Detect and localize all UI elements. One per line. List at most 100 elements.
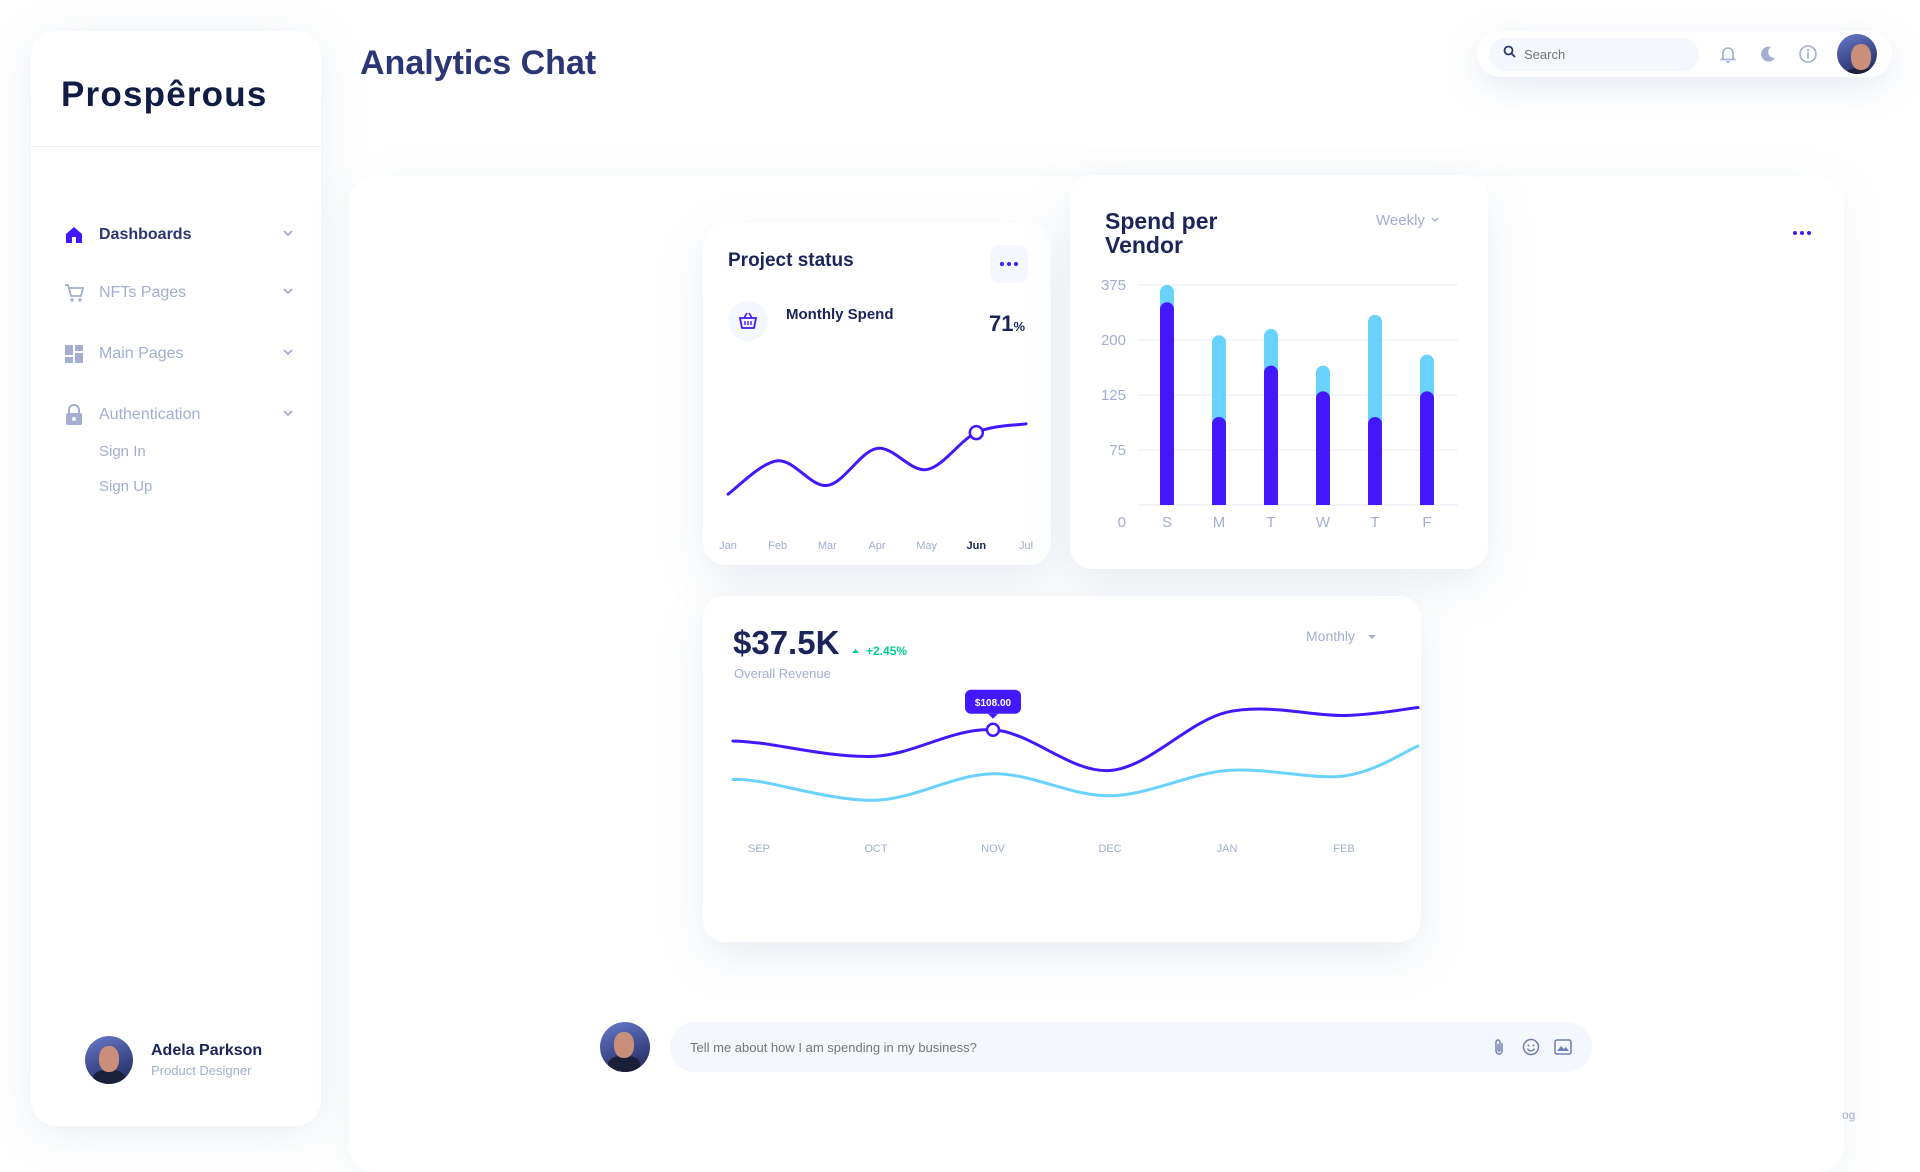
more-options-button[interactable]	[990, 245, 1028, 283]
sidebar-item-dashboards[interactable]: Dashboards	[63, 221, 295, 249]
card-title: Project status	[728, 250, 854, 271]
x-tick-label: T	[1266, 514, 1275, 531]
top-navbar	[1477, 31, 1892, 77]
revenue-label: Overall Revenue	[734, 666, 831, 681]
avatar[interactable]	[1837, 34, 1877, 74]
bar-base	[1368, 497, 1382, 505]
x-tick-label: FEB	[1333, 843, 1354, 855]
metric-value: 71%	[989, 311, 1026, 336]
x-tick-label: Mar	[818, 540, 837, 552]
y-tick-label: 125	[1101, 387, 1126, 404]
y-tick-label: 200	[1101, 332, 1126, 349]
search-input[interactable]	[1524, 46, 1684, 62]
period-dropdown[interactable]: Weekly	[1376, 212, 1440, 229]
x-tick-label: JAN	[1217, 843, 1238, 855]
emoji-icon[interactable]	[1520, 1036, 1542, 1058]
spend-per-vendor-chart: 0 75 125 200 375 S M T W T F	[1101, 277, 1458, 531]
bar-base	[1316, 497, 1330, 505]
y-tick-label: 75	[1109, 442, 1126, 459]
x-tick-label: F	[1422, 514, 1431, 531]
bar-base	[1420, 497, 1434, 505]
x-tick-label: May	[916, 540, 937, 552]
x-tick-label: NOV	[981, 843, 1006, 855]
project-status-card: Project status Monthly Spend 71% Jan Feb M…	[703, 223, 1051, 565]
x-tick-label: OCT	[864, 843, 888, 855]
revenue-value: $37.5K	[733, 624, 840, 661]
bar-base	[1264, 497, 1278, 505]
y-tick-label: 0	[1118, 514, 1126, 531]
x-tick-label: T	[1370, 514, 1379, 531]
lock-icon	[63, 404, 85, 426]
bar-segment	[1420, 391, 1434, 505]
user-profile[interactable]: Adela Parkson Product Designer	[85, 1036, 262, 1084]
tooltip-arrow	[988, 713, 998, 719]
metric-label: Monthly Spend	[786, 306, 894, 323]
avatar	[85, 1036, 133, 1084]
bell-icon[interactable]	[1717, 43, 1739, 65]
grid-icon	[63, 343, 85, 365]
revenue-card: $37.5K +2.45% Overall Revenue Monthly $1…	[703, 596, 1421, 942]
more-options-button[interactable]	[1783, 214, 1821, 252]
spend-per-vendor-card: Spend per Vendor Weekly 0 75 125 200 375 S M T W…	[1070, 175, 1488, 569]
tooltip-label: $108.00	[975, 698, 1012, 709]
home-icon	[63, 224, 85, 246]
sidebar: Prospêrous Dashboards NFTs Pages Main Pa…	[31, 31, 321, 1126]
bar-segment	[1160, 302, 1174, 505]
chevron-down-icon	[281, 406, 295, 425]
sidebar-item-main-pages[interactable]: Main Pages	[63, 340, 295, 368]
bar-base	[1212, 497, 1226, 505]
sidebar-item-nfts[interactable]: NFTs Pages	[63, 279, 295, 307]
x-tick-label: SEP	[748, 843, 770, 855]
revenue-change: +2.45%	[851, 644, 907, 658]
paperclip-icon[interactable]	[1488, 1036, 1510, 1058]
caret-down-icon	[1367, 628, 1377, 644]
image-icon[interactable]	[1552, 1036, 1574, 1058]
x-tick-label: Jun	[967, 540, 987, 552]
chat-input[interactable]	[690, 1039, 1488, 1055]
sidebar-item-label: Authentication	[99, 406, 201, 423]
profile-role: Product Designer	[151, 1063, 252, 1078]
series-line	[731, 744, 1420, 802]
x-tick-label: Feb	[768, 540, 787, 552]
sidebar-divider	[31, 146, 321, 147]
series-line	[731, 706, 1420, 773]
card-title: Spend per Vendor	[1105, 208, 1218, 258]
moon-icon[interactable]	[1757, 43, 1779, 65]
sidebar-item-authentication[interactable]: Authentication	[63, 401, 295, 429]
data-point	[968, 424, 985, 441]
search-icon	[1503, 45, 1516, 63]
x-tick-label: M	[1213, 514, 1226, 531]
sidebar-subitem-sign-in[interactable]: Sign In	[99, 443, 146, 460]
x-tick-label: W	[1316, 514, 1331, 531]
x-tick-label: S	[1162, 514, 1172, 531]
bar-segment	[1212, 417, 1226, 505]
chevron-down-icon	[1430, 212, 1440, 229]
revenue-chart: $108.00 SEP OCT NOV DEC JAN FEB	[731, 689, 1420, 855]
bar-segment	[1316, 391, 1330, 505]
chat-input-bar[interactable]	[670, 1022, 1592, 1072]
sidebar-item-label: Dashboards	[99, 226, 192, 243]
avatar	[600, 1022, 650, 1072]
sidebar-item-label: Main Pages	[99, 345, 184, 362]
bar-segment	[1264, 365, 1278, 505]
y-tick-label: 375	[1101, 277, 1126, 294]
info-icon[interactable]	[1797, 43, 1819, 65]
sidebar-subitem-sign-up[interactable]: Sign Up	[99, 478, 153, 495]
project-status-chart: Jan Feb Mar Apr May Jun Jul	[719, 422, 1033, 552]
app-logo[interactable]: Prospêrous	[61, 75, 268, 114]
bar-base	[1160, 497, 1174, 505]
x-tick-label: Apr	[868, 540, 885, 552]
bar-segment	[1368, 417, 1382, 505]
footer-fragment: og	[1842, 1108, 1856, 1122]
x-tick-label: Jul	[1019, 540, 1033, 552]
basket-icon	[728, 301, 768, 341]
sidebar-item-label: NFTs Pages	[99, 284, 187, 301]
cart-icon	[63, 282, 85, 304]
period-dropdown[interactable]: Monthly	[1306, 628, 1377, 644]
x-tick-label: DEC	[1098, 843, 1121, 855]
x-tick-label: Jan	[719, 540, 737, 552]
arrow-up-icon	[851, 644, 860, 658]
data-point	[985, 722, 1001, 738]
tooltip-box	[965, 689, 1021, 714]
search-box[interactable]	[1489, 37, 1699, 71]
